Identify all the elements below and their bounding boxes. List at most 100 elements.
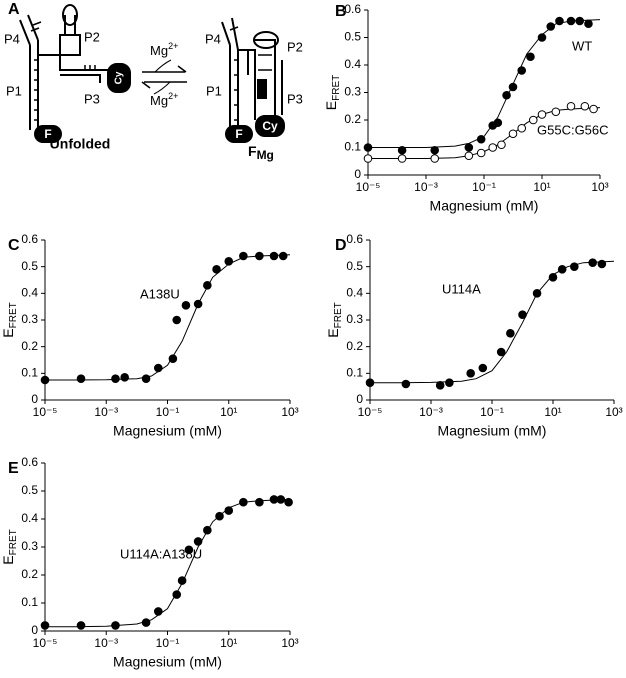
x-tick-label: 10⁻⁵ xyxy=(33,405,58,419)
data-point xyxy=(141,374,151,383)
panel-label: E xyxy=(8,460,19,477)
panel-label: A xyxy=(8,1,20,18)
ion-charge: 2+ xyxy=(168,91,178,101)
data-point xyxy=(181,301,191,310)
data-point xyxy=(478,363,488,373)
data-point xyxy=(269,251,279,261)
data-point xyxy=(466,369,475,378)
y-tick-label: 0.2 xyxy=(346,339,363,353)
y-tick-label: 0.6 xyxy=(346,232,363,246)
x-tick-label: 10¹ xyxy=(220,636,237,650)
y-axis-title-main: E xyxy=(323,101,339,110)
data-point xyxy=(184,545,194,555)
x-tick-label: 10⁻¹ xyxy=(472,180,496,194)
panel-label: D xyxy=(335,237,347,254)
data-point xyxy=(548,273,558,282)
ion-label: Mg2+ xyxy=(150,41,178,58)
data-point xyxy=(141,618,151,627)
x-tick-label: 10⁻³ xyxy=(414,180,438,194)
y-tick-label: 0.1 xyxy=(21,366,38,380)
data-point xyxy=(445,378,454,387)
data-point xyxy=(215,511,224,521)
x-tick-label: 10⁻³ xyxy=(94,405,118,419)
x-axis-title: Magnesium (mM) xyxy=(438,423,547,439)
data-point xyxy=(76,374,86,383)
data-point xyxy=(212,265,221,274)
donor-label: F xyxy=(235,127,242,141)
data-point xyxy=(493,118,503,128)
data-point xyxy=(464,151,474,161)
helix-label: P4 xyxy=(4,31,20,46)
y-tick-label: 0.3 xyxy=(346,312,363,326)
data-point xyxy=(537,110,547,119)
data-point xyxy=(203,281,212,290)
y-tick-label: 0 xyxy=(31,392,38,406)
data-point xyxy=(464,143,474,152)
y-axis-title-main: E xyxy=(0,328,16,337)
y-axis-title-main: E xyxy=(325,328,341,337)
data-point xyxy=(224,257,234,266)
data-point xyxy=(588,258,597,267)
y-tick-label: 0.4 xyxy=(344,57,361,71)
helix-label: P3 xyxy=(84,91,100,106)
x-tick-label: 10¹ xyxy=(220,405,237,419)
data-point xyxy=(363,154,373,163)
x-tick-label: 10³ xyxy=(281,405,298,419)
x-tick-label: 10⁻¹ xyxy=(156,405,180,419)
data-point xyxy=(193,299,203,309)
data-point xyxy=(120,373,129,382)
data-point xyxy=(255,251,264,261)
data-point xyxy=(172,315,182,325)
panel-label: C xyxy=(8,237,20,254)
y-axis-title-main: E xyxy=(0,555,16,564)
donor-label: F xyxy=(44,127,51,141)
data-point xyxy=(476,134,486,144)
y-tick-label: 0.6 xyxy=(21,455,38,469)
helix-label: P4 xyxy=(205,31,221,46)
fit-curve xyxy=(368,19,601,148)
state-title-sub: Mg xyxy=(257,148,274,162)
data-point xyxy=(584,19,593,29)
data-point xyxy=(430,145,440,155)
y-tick-label: 0.5 xyxy=(344,30,361,44)
x-tick-label: 10⁻³ xyxy=(94,636,118,650)
series-label: U114A:A138U xyxy=(120,546,202,561)
helix-label: P2 xyxy=(287,39,303,54)
data-point xyxy=(239,497,248,507)
data-point xyxy=(537,33,547,42)
data-point xyxy=(488,143,498,152)
data-point xyxy=(508,82,518,92)
x-tick-label: 10³ xyxy=(605,405,622,419)
fit-curve xyxy=(370,260,615,384)
data-point xyxy=(193,537,203,546)
ion-label: Mg2+ xyxy=(150,91,178,108)
y-axis-title-sub: FRET xyxy=(331,75,342,101)
y-tick-label: 0.5 xyxy=(21,259,38,273)
y-axis-title: EFRET xyxy=(0,529,19,564)
y-tick-label: 0.2 xyxy=(21,339,38,353)
y-tick-label: 0.4 xyxy=(21,511,38,525)
data-point xyxy=(203,525,212,535)
data-point xyxy=(278,251,288,261)
data-point xyxy=(532,289,542,298)
data-point xyxy=(551,107,561,117)
helix-label: P1 xyxy=(6,83,22,98)
data-point xyxy=(555,16,564,26)
y-tick-label: 0.1 xyxy=(346,366,363,380)
y-tick-label: 0.3 xyxy=(21,312,38,326)
y-axis-title-sub: FRET xyxy=(8,302,19,328)
y-tick-label: 0.3 xyxy=(21,539,38,553)
data-point xyxy=(168,354,178,363)
ion-charge: 2+ xyxy=(168,41,178,51)
x-axis-title: Magnesium (mM) xyxy=(430,198,539,214)
data-point xyxy=(401,379,411,389)
x-axis-title: Magnesium (mM) xyxy=(113,654,222,670)
data-point xyxy=(177,576,187,585)
y-tick-label: 0.6 xyxy=(21,232,38,246)
x-tick-label: 10⁻¹ xyxy=(156,636,180,650)
series-label: U114A xyxy=(442,281,481,296)
y-tick-label: 0.6 xyxy=(344,2,361,16)
x-axis-title: Magnesium (mM) xyxy=(113,423,222,439)
data-point xyxy=(284,497,293,507)
data-point xyxy=(497,140,506,150)
